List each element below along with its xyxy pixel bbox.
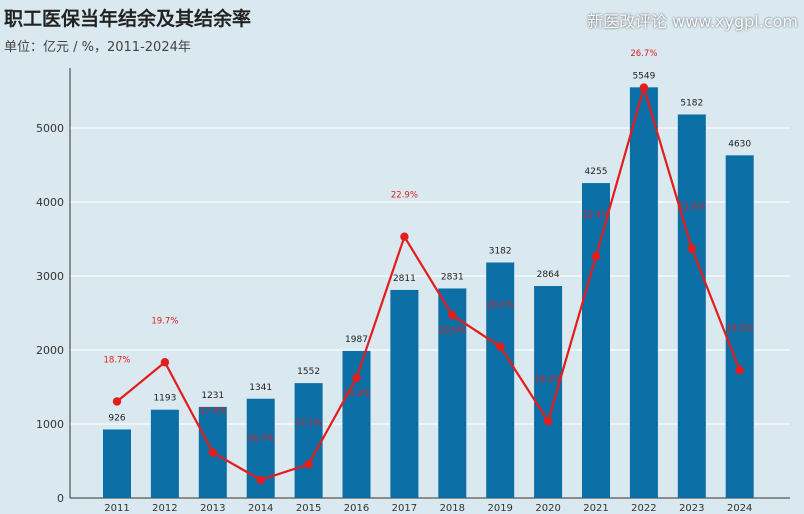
bar bbox=[390, 289, 419, 498]
bar bbox=[294, 383, 323, 498]
bar-value-label: 3182 bbox=[489, 246, 512, 256]
bar bbox=[342, 350, 371, 498]
bar-value-label: 1987 bbox=[345, 335, 368, 345]
y-tick-label: 2000 bbox=[36, 344, 64, 357]
rate-point bbox=[304, 460, 313, 469]
rate-label: 18.7% bbox=[103, 355, 130, 365]
bar-value-label: 5549 bbox=[632, 71, 655, 81]
bar-value-label: 1231 bbox=[201, 391, 224, 401]
bar bbox=[629, 87, 658, 498]
rate-point bbox=[687, 244, 696, 253]
x-tick-label: 2023 bbox=[679, 503, 704, 514]
x-tick-label: 2020 bbox=[535, 503, 560, 514]
bar-value-label: 2864 bbox=[537, 270, 560, 280]
y-tick-label: 1000 bbox=[36, 418, 64, 431]
bar-value-label: 2811 bbox=[393, 274, 416, 284]
x-tick-label: 2011 bbox=[104, 503, 129, 514]
rate-point bbox=[112, 397, 122, 406]
x-tick-label: 2021 bbox=[583, 503, 608, 514]
bar-value-label: 926 bbox=[108, 413, 125, 423]
y-tick-label: 5000 bbox=[36, 122, 64, 135]
bar bbox=[677, 114, 706, 498]
rate-point bbox=[543, 416, 553, 426]
rate-label: 22.9% bbox=[391, 191, 418, 201]
bar bbox=[582, 183, 610, 498]
x-tick-label: 2017 bbox=[392, 503, 417, 514]
rate-label: 17.4% bbox=[199, 406, 226, 416]
bar bbox=[103, 429, 131, 498]
rate-line bbox=[116, 83, 741, 482]
rate-point bbox=[448, 310, 457, 320]
rate-point bbox=[400, 232, 409, 241]
x-tick-label: 2022 bbox=[631, 503, 656, 514]
rate-label: 16.7% bbox=[247, 434, 274, 444]
rate-point bbox=[496, 342, 505, 351]
rate-point bbox=[639, 83, 649, 92]
rate-label: 18.2% bbox=[535, 375, 562, 385]
rate-label: 20.1% bbox=[487, 301, 514, 311]
x-tick-label: 2014 bbox=[248, 503, 273, 514]
x-tick-label: 2016 bbox=[344, 503, 369, 514]
bar-value-label: 4630 bbox=[728, 139, 751, 149]
rate-label: 22.4% bbox=[582, 210, 609, 220]
x-tick-label: 2013 bbox=[200, 503, 225, 514]
bar bbox=[486, 262, 515, 498]
x-tick-label: 2019 bbox=[487, 503, 512, 514]
rate-point bbox=[160, 358, 170, 367]
bar bbox=[438, 288, 467, 498]
rate-point bbox=[256, 475, 265, 485]
bar-value-label: 5182 bbox=[680, 98, 703, 108]
rate-label: 19.5% bbox=[726, 324, 753, 334]
y-tick-label: 3000 bbox=[36, 270, 64, 283]
y-tick-label: 0 bbox=[57, 492, 64, 505]
rate-label: 22.6% bbox=[678, 202, 705, 212]
bar bbox=[150, 409, 179, 498]
bar-value-label: 2831 bbox=[441, 272, 464, 282]
bar-value-label: 1552 bbox=[297, 367, 320, 377]
rate-point bbox=[208, 448, 217, 457]
bar-value-label: 1341 bbox=[249, 383, 272, 393]
x-tick-label: 2024 bbox=[727, 503, 752, 514]
rate-point bbox=[352, 373, 361, 383]
watermark: 新医改评论 www.xygpl.com bbox=[587, 12, 798, 31]
x-tick-label: 2012 bbox=[152, 503, 177, 514]
rate-label: 17.1% bbox=[295, 418, 322, 428]
x-tick-label: 2015 bbox=[296, 503, 321, 514]
rate-label: 19.3% bbox=[343, 389, 370, 399]
bar bbox=[534, 286, 563, 498]
chart-title: 职工医保当年结余及其结余率 bbox=[4, 8, 252, 30]
bar-value-label: 4255 bbox=[585, 167, 608, 177]
x-tick-label: 2018 bbox=[440, 503, 465, 514]
rate-label: 26.7% bbox=[630, 49, 657, 59]
rate-label: 20.9% bbox=[439, 326, 466, 336]
rate-point bbox=[591, 252, 601, 261]
y-tick-label: 4000 bbox=[36, 196, 64, 209]
rate-point bbox=[735, 365, 744, 375]
bar bbox=[725, 155, 754, 498]
bar-value-label: 1193 bbox=[153, 394, 176, 404]
rate-label: 19.7% bbox=[151, 316, 178, 326]
chart-subtitle: 单位：亿元 / %，2011-2024年 bbox=[4, 40, 191, 55]
